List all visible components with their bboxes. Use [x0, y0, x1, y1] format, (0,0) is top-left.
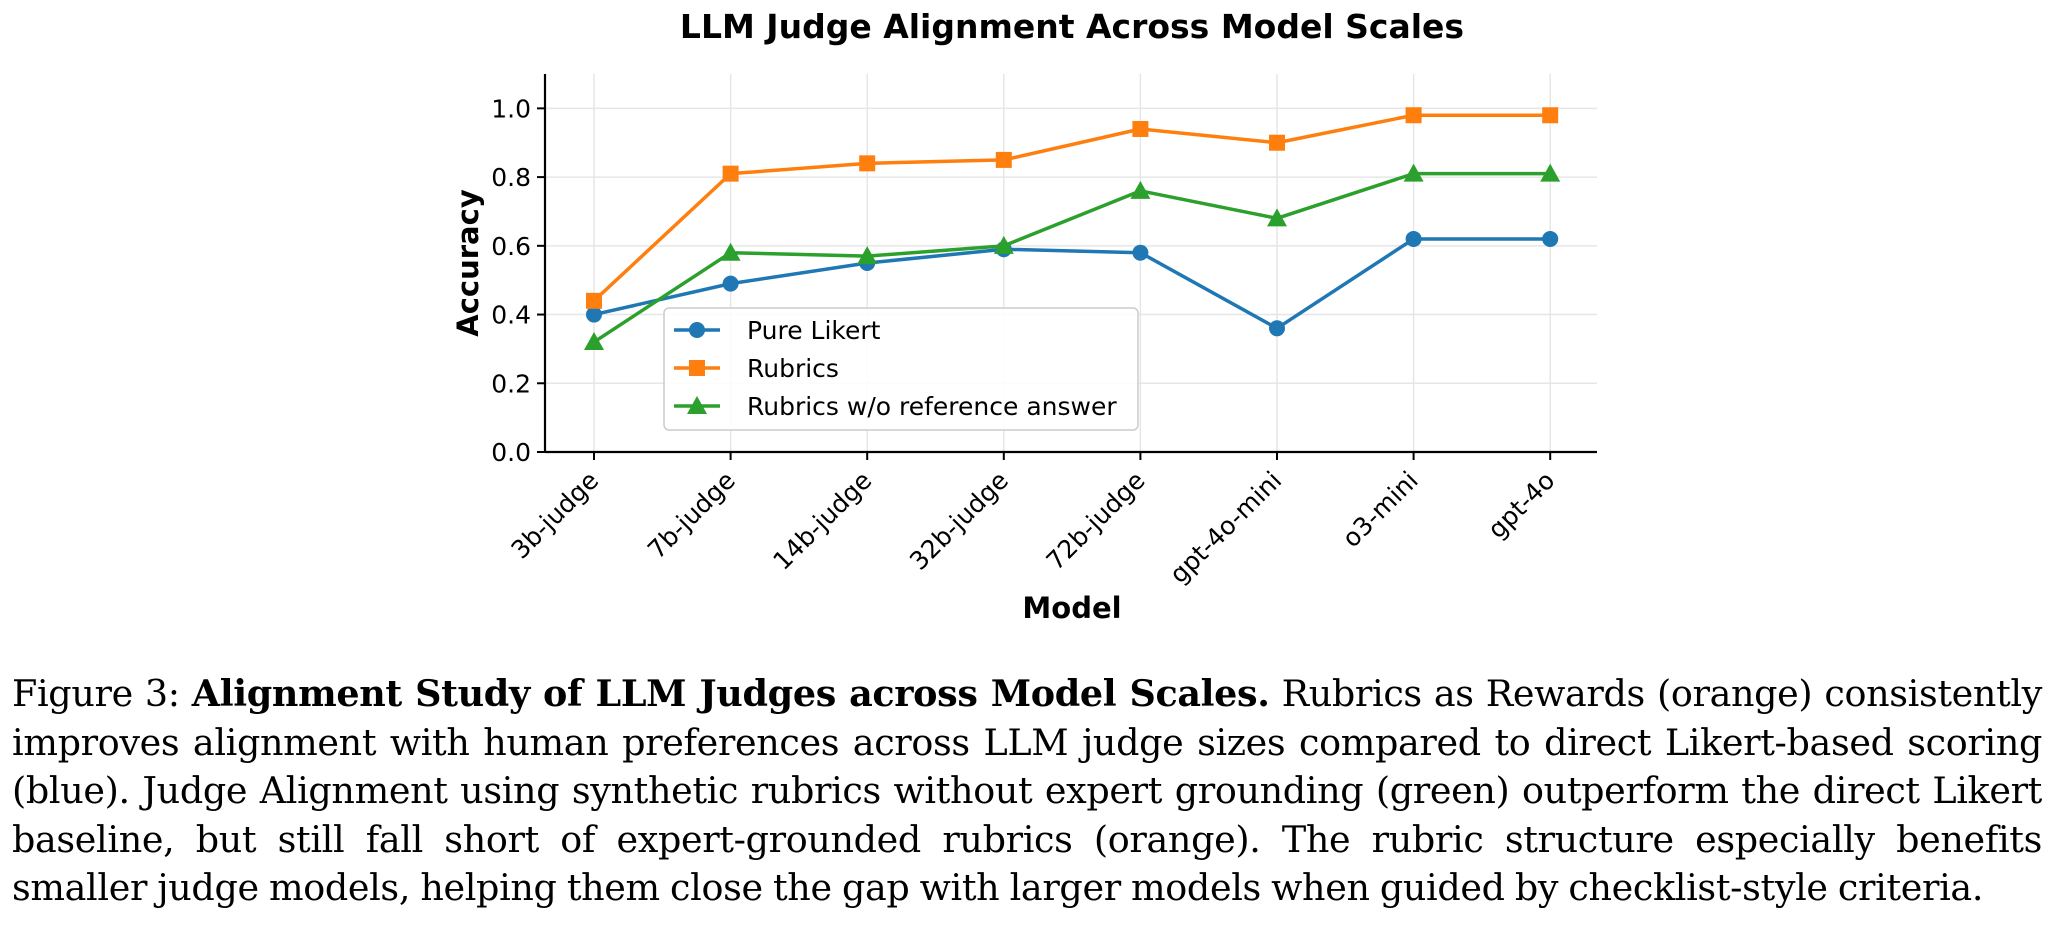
data-point-rubrics-w-o-reference-answer: [857, 246, 878, 265]
data-point-rubrics-w-o-reference-answer: [1267, 208, 1287, 227]
y-tick-label: 0.4: [491, 301, 531, 330]
legend-item-rubrics-w-o-reference-answer: Rubrics w/o reference answer: [674, 392, 1117, 421]
series-rubrics: [586, 107, 1559, 309]
caption-lead: Alignment Study of LLM Judges across Mod…: [191, 672, 1270, 715]
data-point-rubrics: [1269, 134, 1285, 151]
legend-swatch-marker: [689, 322, 705, 338]
legend-item-rubrics: Rubrics: [674, 354, 839, 383]
data-point-rubrics-w-o-reference-answer: [1403, 163, 1424, 182]
data-point-rubrics: [722, 165, 739, 182]
data-point-pure-likert: [1542, 230, 1559, 247]
x-tick-label: gpt-4o: [1482, 466, 1560, 544]
x-axis-label: Model: [1022, 591, 1121, 625]
data-point-rubrics: [1542, 107, 1559, 124]
y-tick-label: 0.8: [491, 163, 531, 192]
data-point-rubrics: [1405, 107, 1422, 124]
x-tick-label: 3b-judge: [505, 466, 604, 565]
series-line-rubrics: [592, 113, 1551, 303]
series-rubrics-w-o-reference-answer: [584, 163, 1561, 351]
figure-caption: Figure 3: Alignment Study of LLM Judges a…: [12, 670, 2042, 913]
data-point-pure-likert: [1132, 244, 1149, 261]
data-point-pure-likert: [1269, 320, 1285, 337]
y-tick-label: 1.0: [491, 94, 531, 123]
legend-label: Rubrics: [747, 354, 839, 383]
x-tick-label: o3-mini: [1337, 466, 1424, 553]
data-point-rubrics: [995, 151, 1012, 168]
data-point-pure-likert: [586, 306, 602, 323]
x-tick-label: gpt-4o-mini: [1164, 466, 1287, 589]
series-layer: [584, 107, 1561, 351]
data-point-rubrics-w-o-reference-answer: [584, 332, 604, 351]
data-point-rubrics-w-o-reference-answer: [993, 235, 1014, 254]
y-axis-label: Accuracy: [451, 189, 485, 337]
y-tick-label: 0.0: [491, 438, 531, 467]
x-tick-label: 72b-judge: [1041, 466, 1151, 576]
legend-swatch-marker: [689, 360, 705, 376]
data-point-rubrics: [859, 155, 876, 172]
data-point-pure-likert: [722, 275, 739, 292]
data-point-rubrics: [586, 292, 602, 309]
legend-label: Pure Likert: [747, 316, 881, 345]
data-point-pure-likert: [1405, 230, 1422, 247]
data-point-rubrics-w-o-reference-answer: [720, 242, 741, 261]
legend-swatch-marker: [687, 396, 707, 414]
data-point-rubrics: [1132, 120, 1149, 137]
data-point-rubrics-w-o-reference-answer: [1540, 163, 1561, 182]
legend-label: Rubrics w/o reference answer: [747, 392, 1117, 421]
legend-item-pure-likert: Pure Likert: [674, 316, 881, 345]
series-line-rubrics-w-o-reference-answer: [593, 171, 1551, 344]
x-tick-label: 7b-judge: [642, 466, 741, 565]
legend-box: [663, 307, 1139, 431]
y-tick-label: 0.6: [491, 232, 531, 261]
caption-label: Figure 3:: [12, 672, 180, 715]
y-tick-label: 0.2: [491, 369, 531, 398]
line-chart: LLM Judge Alignment Across Model Scales …: [451, 7, 1597, 625]
chart-title: LLM Judge Alignment Across Model Scales: [680, 7, 1464, 46]
data-point-rubrics-w-o-reference-answer: [1130, 180, 1151, 199]
legend: Pure Likert Rubrics Rubrics w/o reference …: [663, 307, 1139, 431]
caption-body: Rubrics as Rewards (orange) consistently…: [12, 672, 2042, 909]
x-tick-label: 32b-judge: [904, 466, 1014, 576]
series-line-pure-likert: [593, 237, 1551, 331]
x-tick-label: 14b-judge: [767, 466, 877, 576]
